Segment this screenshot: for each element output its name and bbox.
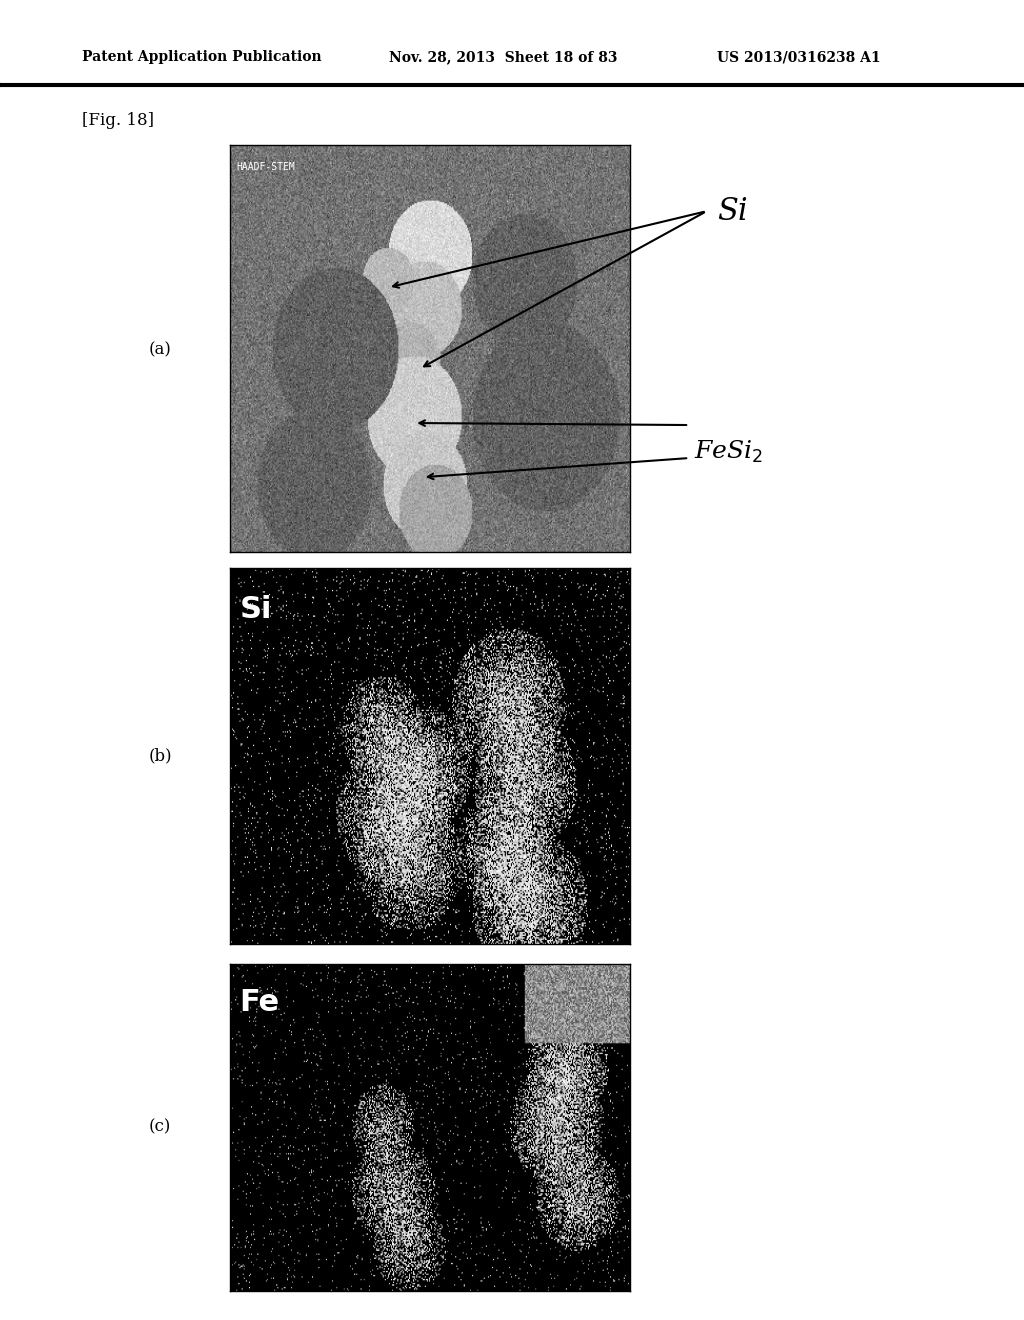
Text: (c): (c) — [148, 1119, 171, 1135]
Text: (b): (b) — [148, 748, 172, 764]
Text: (a): (a) — [148, 342, 171, 358]
Text: US 2013/0316238 A1: US 2013/0316238 A1 — [717, 50, 881, 65]
Text: Fe: Fe — [240, 989, 280, 1018]
Text: [Fig. 18]: [Fig. 18] — [82, 112, 154, 129]
Text: Nov. 28, 2013  Sheet 18 of 83: Nov. 28, 2013 Sheet 18 of 83 — [389, 50, 617, 65]
Text: Patent Application Publication: Patent Application Publication — [82, 50, 322, 65]
Text: FeSi$_2$: FeSi$_2$ — [694, 438, 764, 465]
Text: Si: Si — [240, 595, 271, 624]
Text: Si: Si — [717, 195, 748, 227]
Text: HAADF-STEM: HAADF-STEM — [237, 162, 295, 172]
